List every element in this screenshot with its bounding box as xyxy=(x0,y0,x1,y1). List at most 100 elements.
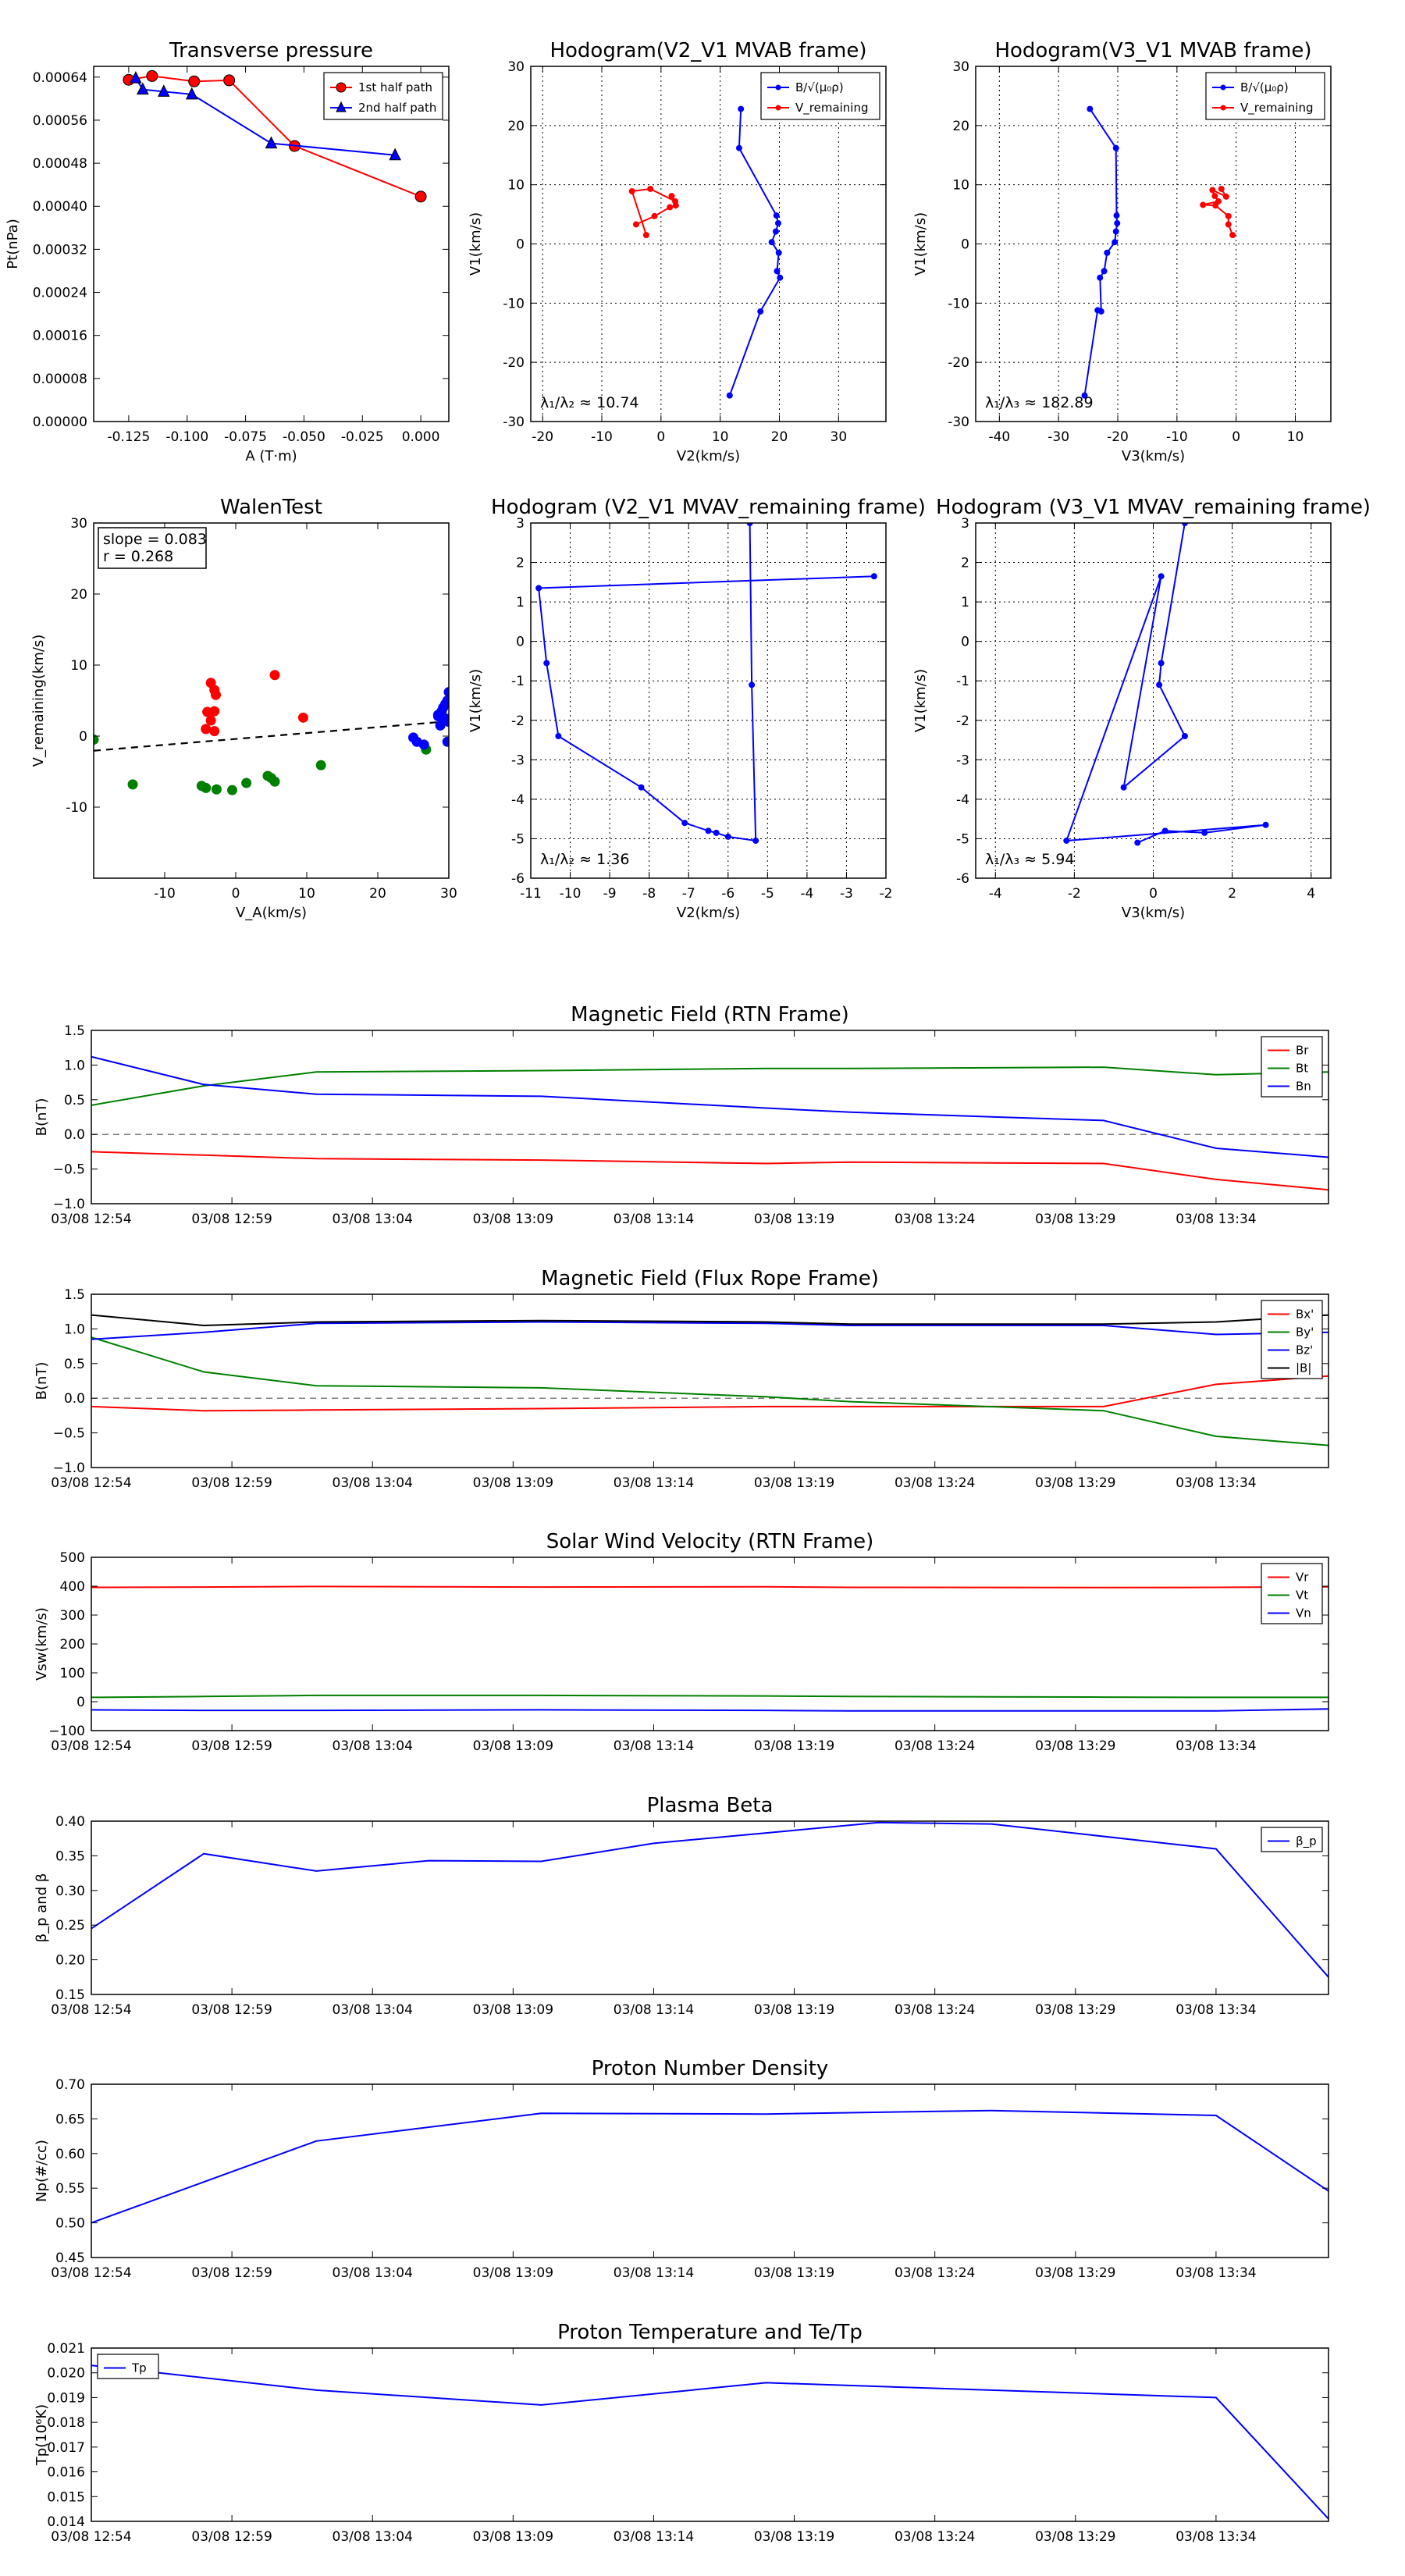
data-point xyxy=(724,833,731,840)
y-tick-label: 0.5 xyxy=(64,1357,85,1372)
y-tick-label: 0.0 xyxy=(64,1127,85,1143)
data-point xyxy=(705,827,712,834)
x-tick-label: 03/08 13:34 xyxy=(1176,2265,1256,2281)
y-tick-label: 0.018 xyxy=(47,2415,85,2431)
data-point xyxy=(146,69,158,82)
x-tick-label: -0.050 xyxy=(283,429,325,445)
series-group xyxy=(91,1821,1329,1978)
x-tick-label: 03/08 13:19 xyxy=(754,1212,834,1227)
eigen-ratio-annotation: λ₁/λ₂ ≈ 10.74 xyxy=(540,394,639,411)
y-tick-label: 100 xyxy=(60,1666,85,1681)
legend-marker xyxy=(775,105,781,111)
y-tick-label: -30 xyxy=(503,415,525,430)
y-tick-label: 20 xyxy=(952,119,969,134)
x-tick-label: 03/08 13:09 xyxy=(473,2265,553,2281)
y-tick-label: −1.0 xyxy=(53,1461,85,1476)
series-vt-line xyxy=(91,1694,1329,1699)
data-point xyxy=(1215,197,1222,205)
data-point xyxy=(1161,827,1168,834)
x-tick-label: 0 xyxy=(1149,886,1158,902)
legend-box xyxy=(1205,72,1325,120)
y-tick-label: 1.0 xyxy=(64,1058,85,1073)
stats-line: slope = 0.083 xyxy=(103,531,207,548)
series-group xyxy=(628,105,784,399)
chart-p9: 03/08 12:54 03/08 12:59 03/08 13:04 03/08 1… xyxy=(34,1530,1329,1754)
series-bt-line xyxy=(91,1066,1329,1106)
y-tick-label: -10 xyxy=(503,296,525,311)
series-group xyxy=(94,670,449,795)
y-tick-label: -10 xyxy=(948,296,969,311)
chart-p5: -11 -10 -9 -8 -7 -6 -5 -4 -3 -2-6-5-4-3-2-10123Ho… xyxy=(468,496,926,921)
legend-label: Bz' xyxy=(1296,1343,1313,1357)
y-tick-label: 20 xyxy=(507,119,525,134)
y-axis-label: V1(km/s) xyxy=(468,669,484,732)
x-tick-label: -3 xyxy=(840,886,853,902)
y-tick-label: -1 xyxy=(511,674,525,689)
x-tick-label: 03/08 13:24 xyxy=(895,1738,975,1754)
x-tick-label: -9 xyxy=(603,886,617,902)
y-tick-label: -5 xyxy=(956,831,969,847)
legend-label: Vt xyxy=(1296,1589,1308,1603)
data-point xyxy=(1225,212,1232,219)
x-tick-label: 03/08 12:59 xyxy=(191,1212,272,1227)
plot-area xyxy=(531,523,886,878)
x-tick-label: -2 xyxy=(1068,886,1081,902)
y-tick-label: -6 xyxy=(511,871,525,887)
x-tick-label: 03/08 13:09 xyxy=(473,2529,553,2545)
x-tick-label: 03/08 13:19 xyxy=(754,2002,834,2018)
chart-p12: 03/08 12:54 03/08 12:59 03/08 13:04 03/08 1… xyxy=(34,2321,1329,2545)
x-tick-label: 03/08 12:59 xyxy=(191,2529,272,2545)
y-tick-label: 1 xyxy=(961,595,969,610)
data-point xyxy=(1225,221,1232,228)
y-tick-label: 300 xyxy=(60,1608,85,1624)
legend-marker xyxy=(1220,105,1226,111)
x-tick-label: 03/08 13:34 xyxy=(1176,2529,1256,2545)
plot-area xyxy=(976,523,1331,878)
x-tick-label: 03/08 13:04 xyxy=(333,1475,413,1491)
data-point xyxy=(297,712,308,723)
x-tick-label: 4 xyxy=(1307,886,1315,902)
data-point xyxy=(435,720,446,731)
x-tick-label: 03/08 12:54 xyxy=(51,1738,131,1754)
y-tick-label: 0.00016 xyxy=(33,329,87,344)
y-tick-label: 30 xyxy=(70,516,87,532)
eigen-ratio-annotation: λ₁/λ₃ ≈ 182.89 xyxy=(985,394,1094,411)
y-tick-label: 20 xyxy=(70,587,87,603)
y-tick-label: 3 xyxy=(961,516,969,532)
series-b-line xyxy=(91,1314,1329,1327)
y-axis-label: Pt(nPa) xyxy=(5,219,21,269)
y-tick-label: -4 xyxy=(956,792,969,808)
x-tick-label: 03/08 12:54 xyxy=(51,2002,131,2018)
x-tick-label: -10 xyxy=(591,429,613,445)
series-group xyxy=(1063,523,1269,846)
y-axis-label: Tp(10⁶K) xyxy=(34,2404,50,2466)
data-point xyxy=(735,144,742,151)
legend-marker xyxy=(775,84,781,91)
x-tick-label: 03/08 13:04 xyxy=(333,2529,413,2545)
y-tick-label: -2 xyxy=(956,713,969,729)
data-point xyxy=(672,202,679,209)
data-point xyxy=(543,660,550,667)
data-point xyxy=(757,308,764,315)
x-tick-label: 03/08 13:14 xyxy=(614,1212,694,1227)
series-np-line xyxy=(91,2109,1329,2224)
data-point xyxy=(746,523,753,526)
x-tick-label: 03/08 13:34 xyxy=(1176,2002,1256,2018)
y-tick-label: 0.40 xyxy=(55,1814,85,1830)
data-point xyxy=(418,739,429,750)
x-tick-label: 03/08 12:59 xyxy=(191,2002,272,2018)
axes-frame xyxy=(93,522,450,879)
data-point xyxy=(647,185,654,192)
x-tick-label: 03/08 12:59 xyxy=(191,2265,272,2281)
legend-box xyxy=(760,72,880,120)
series-bz-line xyxy=(91,1321,1329,1340)
y-tick-label: 0.0 xyxy=(64,1391,85,1407)
series-tp-line xyxy=(91,2364,1329,2520)
x-tick-label: 03/08 13:19 xyxy=(754,2529,834,2545)
x-tick-label: 03/08 13:34 xyxy=(1176,1212,1256,1227)
legend-label: 2nd half path xyxy=(358,101,436,115)
y-tick-label: -1 xyxy=(956,674,969,689)
series-group xyxy=(91,1314,1329,1446)
plot-area xyxy=(94,523,449,878)
